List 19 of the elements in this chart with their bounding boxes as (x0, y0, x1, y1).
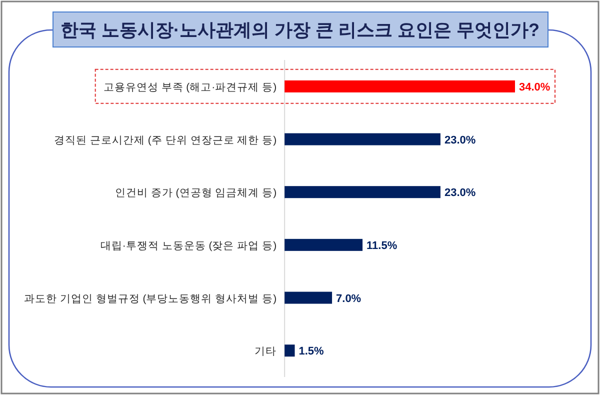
y-tick-label: 기타 (254, 346, 277, 358)
y-tick-label: 대립·투쟁적 노동운동 (잦은 파업 등) (100, 240, 277, 252)
data-label: 1.5% (298, 346, 324, 358)
data-label: 23.0% (444, 134, 476, 146)
bar (284, 344, 295, 357)
y-tick-label: 고용유연성 부족 (해고·파견규제 등) (103, 81, 277, 94)
y-tick-label: 경직된 근로시간제 (주 단위 연장근로 제한 등) (54, 134, 277, 146)
data-label: 34.0% (519, 81, 550, 94)
data-label: 11.5% (366, 240, 398, 252)
data-label: 23.0% (444, 187, 476, 200)
data-label: 7.0% (336, 292, 362, 305)
bar (284, 238, 363, 251)
chart-title: 한국 노동시장·노사관계의 가장 큰 리스크 요인은 무엇인가? (60, 20, 540, 40)
bar (284, 133, 440, 146)
y-tick-label: 인건비 증가 (연공형 임금체계 등) (114, 187, 277, 200)
y-tick-label: 과도한 기업인 형벌규정 (부당노동행위 형사처벌 등) (24, 292, 277, 305)
bar (284, 80, 515, 92)
bar (284, 186, 440, 198)
bar (284, 292, 332, 304)
